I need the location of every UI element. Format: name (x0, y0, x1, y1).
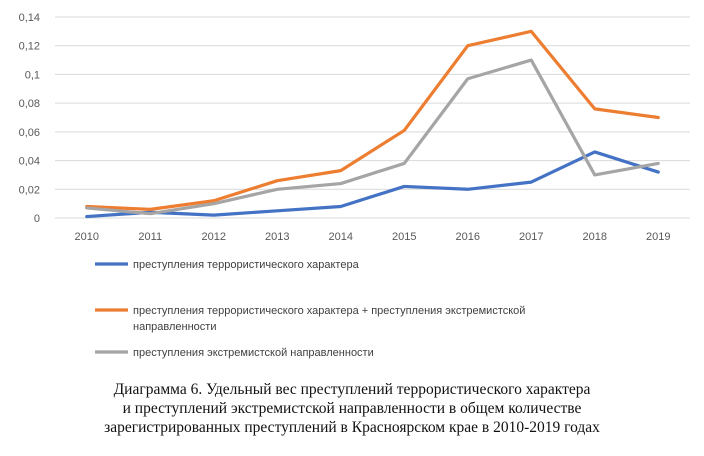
x-tick-label: 2015 (392, 231, 416, 243)
y-tick-label: 0 (34, 213, 40, 225)
legend-label: направленности (133, 321, 216, 333)
y-tick-label: 0,06 (19, 127, 40, 139)
line-chart: 00,020,040,060,080,10,120,14 2010 2011 201… (19, 12, 690, 359)
series-lines (85, 29, 660, 219)
caption-line-3: зарегистрированных преступлений в Красно… (104, 419, 600, 436)
series-line-1 (85, 150, 660, 219)
x-tick-label: 2014 (329, 231, 353, 243)
y-axis-ticks: 0 0,02 0,04 0,06 0,08 0,1 0,12 0,14 (19, 12, 40, 225)
y-tick-label: 0,02 (19, 184, 40, 196)
series-line-3 (85, 58, 660, 216)
y-tick-label: 0,12 (19, 41, 40, 53)
figure-caption: Диаграмма 6. Удельный вес преступлений т… (0, 380, 704, 437)
x-tick-label: 2012 (202, 231, 226, 243)
y-tick-label: 0,1 (25, 69, 40, 81)
gridlines (55, 16, 690, 219)
x-tick-label: 2011 (138, 231, 162, 243)
caption-line-1: Диаграмма 6. Удельный вес преступлений т… (113, 381, 591, 398)
legend-label: преступления террористического характера… (133, 305, 525, 317)
y-tick-label: 0,04 (19, 156, 40, 168)
caption-line-2: и преступлений экстремистской направленн… (122, 400, 582, 417)
y-tick-label: 0,14 (19, 12, 40, 24)
legend: преступления террористического характера… (95, 259, 525, 359)
series-line-2 (85, 29, 660, 211)
x-tick-label: 2016 (456, 231, 480, 243)
x-tick-label: 2019 (646, 231, 670, 243)
x-tick-label: 2018 (583, 231, 607, 243)
legend-label: преступления террористического характера (133, 259, 360, 271)
legend-label: преступления экстремистской направленнос… (133, 347, 374, 359)
x-tick-label: 2010 (75, 231, 99, 243)
y-tick-label: 0,08 (19, 98, 40, 110)
x-tick-label: 2017 (519, 231, 543, 243)
x-tick-label: 2013 (265, 231, 289, 243)
x-axis-ticks: 2010 2011 2012 2013 2014 2015 2016 2017 2018 2019 (75, 231, 671, 243)
